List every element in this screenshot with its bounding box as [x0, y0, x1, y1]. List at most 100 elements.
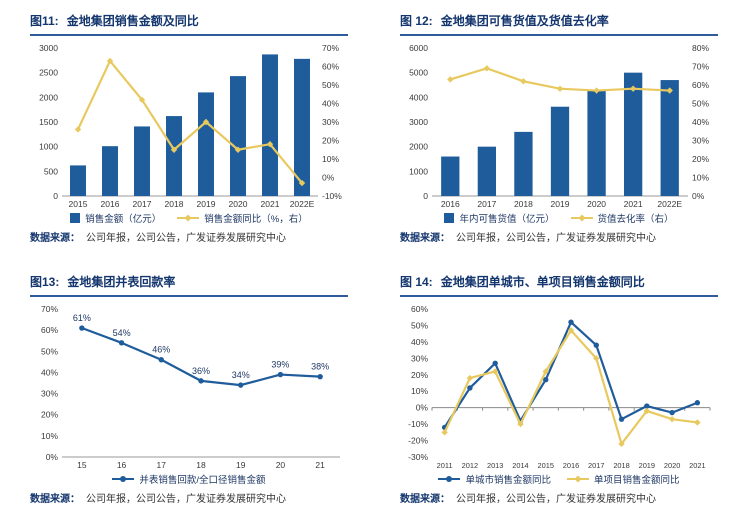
svg-text:2020: 2020 [229, 199, 248, 209]
svg-text:6000: 6000 [409, 43, 428, 53]
svg-text:40%: 40% [411, 337, 428, 347]
svg-text:19: 19 [236, 460, 246, 470]
figure-panel-13: 图13: 金地集团并表回款率 0% 10% 20% 30% 40% 50% 60% 70% 15… [0, 261, 370, 523]
svg-text:2016: 2016 [563, 461, 579, 470]
source-label: 数据来源： [30, 233, 80, 244]
svg-text:30%: 30% [322, 117, 339, 127]
svg-text:10%: 10% [41, 431, 58, 441]
svg-text:21: 21 [315, 460, 325, 470]
svg-text:18: 18 [196, 460, 206, 470]
legend-label: 销售金额同比（%，右） [204, 214, 308, 225]
svg-text:2020: 2020 [587, 199, 606, 209]
source-text: 公司年报，公司公告，广发证券发展研究中心 [456, 233, 656, 244]
source-text: 公司年报，公司公告，广发证券发展研究中心 [456, 494, 656, 505]
svg-text:2019: 2019 [639, 461, 655, 470]
figure-13-chart-canvas: 0% 10% 20% 30% 40% 50% 60% 70% 15 16 17 18 19 20 21 61%… [41, 304, 340, 470]
svg-text:1500: 1500 [39, 117, 58, 127]
svg-text:0%: 0% [46, 452, 59, 462]
svg-text:-30%: -30% [408, 452, 428, 462]
figure-11-header: 图11: 金地集团销售金额及同比 [30, 12, 348, 36]
svg-text:2021: 2021 [689, 461, 705, 470]
svg-text:0: 0 [53, 191, 58, 201]
svg-text:1000: 1000 [409, 166, 428, 176]
legend-item: 年内可售货值（亿元） [444, 211, 555, 225]
svg-text:54%: 54% [113, 328, 131, 338]
svg-text:2500: 2500 [39, 68, 58, 78]
svg-text:50%: 50% [322, 80, 339, 90]
figure-13-header: 图13: 金地集团并表回款率 [30, 273, 348, 297]
svg-text:500: 500 [44, 166, 58, 176]
legend-item: 货值去化率（右） [570, 211, 674, 225]
legend-label: 单城市销售金额同比 [465, 475, 551, 486]
svg-text:2022E: 2022E [290, 199, 315, 209]
svg-text:16: 16 [117, 460, 127, 470]
svg-text:30%: 30% [41, 389, 58, 399]
svg-text:2020: 2020 [664, 461, 680, 470]
legend-item: 销售金额（亿元） [70, 211, 161, 225]
svg-text:20%: 20% [692, 154, 709, 164]
svg-text:2015: 2015 [538, 461, 554, 470]
figure-14-source: 数据来源： 公司年报，公司公告，广发证券发展研究中心 [400, 490, 718, 505]
legend-label: 并表销售回款/全口径销售金额 [139, 475, 266, 486]
legend-marker-icon [70, 213, 81, 223]
svg-text:34%: 34% [232, 370, 250, 380]
svg-text:2018: 2018 [613, 461, 629, 470]
svg-text:-10%: -10% [322, 191, 342, 201]
svg-text:2018: 2018 [165, 199, 184, 209]
figure-12-legend: 年内可售货值（亿元） 货值去化率（右） [400, 211, 718, 225]
figure-14-chart-canvas: -30% -20% -10% 0% 10% 20% 30% 40% 50% 60% 2011 2012… [408, 304, 711, 470]
svg-text:2016: 2016 [441, 199, 460, 209]
figure-13-source: 数据来源： 公司年报，公司公告，广发证券发展研究中心 [30, 490, 348, 505]
svg-text:2000: 2000 [409, 142, 428, 152]
svg-text:4000: 4000 [409, 92, 428, 102]
svg-text:20%: 20% [41, 410, 58, 420]
legend-marker-icon [570, 213, 593, 223]
svg-text:0%: 0% [322, 173, 335, 183]
figure-14-title: 金地集团单城市、单项目销售金额同比 [440, 275, 645, 289]
figure-14-legend: 单城市销售金额同比 单项目销售金额同比 [400, 472, 718, 486]
figure-panel-12: 图 12: 金地集团可售货值及货值去化率 0 1000 2000 3000 4000 50… [370, 0, 740, 261]
svg-text:0: 0 [423, 191, 428, 201]
svg-text:2021: 2021 [624, 199, 643, 209]
svg-text:15: 15 [77, 460, 87, 470]
figure-11-legend: 销售金额（亿元） 销售金额同比（%，右） [30, 211, 348, 225]
svg-text:2022E: 2022E [657, 199, 682, 209]
figure-11-chart-canvas: 0 500 1000 1500 2000 2500 3000 -10% 0% 10% 20% 30% 4… [39, 43, 342, 209]
legend-label: 销售金额（亿元） [85, 214, 162, 225]
figure-11-source: 数据来源： 公司年报，公司公告，广发证券发展研究中心 [30, 229, 348, 244]
svg-text:2021: 2021 [261, 199, 280, 209]
svg-text:2017: 2017 [133, 199, 152, 209]
figure-12-header: 图 12: 金地集团可售货值及货值去化率 [400, 12, 718, 36]
svg-text:-10%: -10% [408, 419, 428, 429]
svg-text:2015: 2015 [69, 199, 88, 209]
svg-text:20%: 20% [411, 370, 428, 380]
legend-label: 年内可售货值（亿元） [459, 214, 555, 225]
figure-12-chart-canvas: 0 1000 2000 3000 4000 5000 6000 0% 10% 20% 30% 40% 5… [409, 43, 709, 209]
figure-12-source: 数据来源： 公司年报，公司公告，广发证券发展研究中心 [400, 229, 718, 244]
svg-text:60%: 60% [322, 62, 339, 72]
svg-text:2019: 2019 [197, 199, 216, 209]
svg-text:50%: 50% [411, 320, 428, 330]
svg-text:20%: 20% [322, 136, 339, 146]
legend-label: 货值去化率（右） [597, 214, 674, 225]
legend-marker-icon [438, 474, 461, 484]
svg-text:38%: 38% [311, 362, 329, 372]
svg-text:40%: 40% [692, 117, 709, 127]
svg-text:50%: 50% [692, 99, 709, 109]
svg-text:17: 17 [157, 460, 167, 470]
source-label: 数据来源： [400, 494, 450, 505]
svg-text:30%: 30% [411, 353, 428, 363]
legend-item: 单城市销售金额同比 [438, 472, 551, 486]
svg-text:2017: 2017 [588, 461, 604, 470]
figure-12-title: 金地集团可售货值及货值去化率 [440, 14, 609, 28]
svg-text:30%: 30% [692, 136, 709, 146]
svg-text:5000: 5000 [409, 68, 428, 78]
svg-text:60%: 60% [41, 325, 58, 335]
figure-panel-14: 图 14: 金地集团单城市、单项目销售金额同比 -30% -20% -10% 0% 10… [370, 261, 740, 523]
svg-text:2000: 2000 [39, 92, 58, 102]
legend-marker-icon [177, 213, 200, 223]
svg-text:3000: 3000 [39, 43, 58, 53]
svg-text:80%: 80% [692, 43, 709, 53]
figure-13-legend: 并表销售回款/全口径销售金额 [30, 472, 348, 486]
